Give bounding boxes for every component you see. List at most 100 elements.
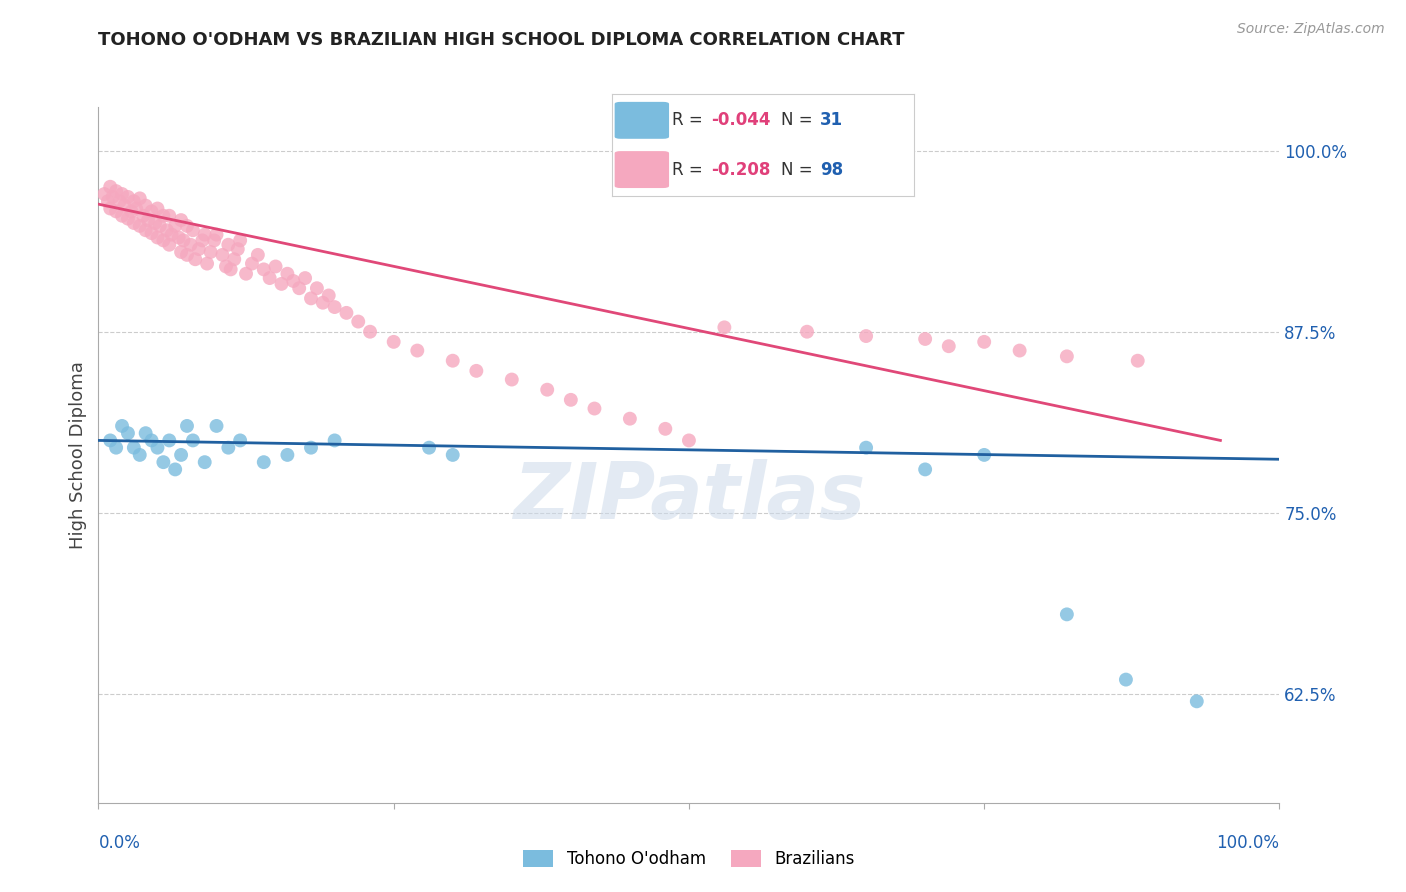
Point	[111, 419, 134, 434]
Point	[194, 455, 217, 469]
Point	[97, 194, 120, 209]
Point	[973, 448, 995, 462]
Point	[146, 230, 169, 244]
Point	[170, 448, 193, 462]
Point	[323, 434, 346, 448]
Point	[128, 191, 150, 205]
Point	[157, 434, 180, 448]
Point	[187, 242, 209, 256]
Point	[335, 306, 357, 320]
Point	[136, 213, 159, 227]
Point	[105, 204, 128, 219]
Point	[184, 252, 207, 267]
Point	[796, 325, 818, 339]
Point	[382, 334, 405, 349]
Point	[181, 434, 204, 448]
Y-axis label: High School Diploma: High School Diploma	[69, 361, 87, 549]
Point	[973, 334, 995, 349]
Point	[176, 219, 198, 233]
Point	[157, 237, 180, 252]
Point	[938, 339, 960, 353]
Point	[465, 364, 488, 378]
Point	[141, 204, 163, 219]
Point	[678, 434, 700, 448]
Point	[152, 455, 174, 469]
Point	[713, 320, 735, 334]
Point	[111, 209, 134, 223]
Point	[253, 455, 276, 469]
Point	[117, 426, 139, 441]
Point	[501, 373, 523, 387]
Text: 31: 31	[820, 112, 844, 129]
Point	[195, 257, 218, 271]
Point	[211, 248, 233, 262]
Point	[122, 194, 145, 209]
Text: 98: 98	[820, 161, 844, 178]
Point	[1056, 607, 1078, 622]
Point	[299, 441, 322, 455]
Point	[229, 234, 252, 248]
Point	[323, 300, 346, 314]
Point	[253, 262, 276, 277]
Point	[98, 179, 121, 194]
Point	[165, 219, 187, 233]
Point	[135, 223, 157, 237]
Point	[200, 244, 222, 259]
Point	[135, 199, 157, 213]
Point	[170, 213, 193, 227]
Point	[276, 448, 298, 462]
Point	[101, 190, 124, 204]
Point	[229, 434, 252, 448]
Point	[441, 448, 464, 462]
Point	[122, 216, 145, 230]
Point	[117, 190, 139, 204]
Point	[347, 315, 370, 329]
Point	[226, 242, 249, 256]
Point	[1185, 694, 1208, 708]
Text: N =: N =	[780, 112, 818, 129]
Point	[172, 234, 194, 248]
Point	[111, 187, 134, 202]
Point	[318, 288, 340, 302]
Point	[217, 237, 239, 252]
Point	[152, 209, 174, 223]
Point	[117, 211, 139, 226]
FancyBboxPatch shape	[614, 102, 669, 139]
Point	[141, 434, 163, 448]
Point	[121, 204, 143, 219]
Point	[135, 426, 157, 441]
Point	[855, 329, 877, 343]
Text: Source: ZipAtlas.com: Source: ZipAtlas.com	[1237, 22, 1385, 37]
Point	[240, 257, 263, 271]
Point	[141, 226, 163, 240]
Text: -0.208: -0.208	[711, 161, 770, 178]
Point	[125, 202, 148, 216]
Legend: Tohono O'odham, Brazilians: Tohono O'odham, Brazilians	[516, 843, 862, 874]
Point	[560, 392, 582, 407]
Point	[914, 332, 936, 346]
Point	[217, 441, 239, 455]
Text: R =: R =	[672, 161, 709, 178]
Point	[202, 234, 225, 248]
Point	[855, 441, 877, 455]
Point	[1056, 350, 1078, 364]
Point	[205, 227, 228, 242]
Point	[224, 252, 246, 267]
Point	[406, 343, 429, 358]
FancyBboxPatch shape	[614, 151, 669, 188]
Point	[194, 227, 217, 242]
Point	[259, 271, 281, 285]
Point	[128, 448, 150, 462]
Point	[146, 441, 169, 455]
Point	[312, 295, 335, 310]
Text: N =: N =	[780, 161, 818, 178]
Point	[105, 184, 128, 198]
Point	[98, 202, 121, 216]
Point	[176, 248, 198, 262]
Point	[146, 202, 169, 216]
Point	[283, 274, 305, 288]
Point	[176, 419, 198, 434]
Point	[418, 441, 440, 455]
Point	[98, 434, 121, 448]
Text: TOHONO O'ODHAM VS BRAZILIAN HIGH SCHOOL DIPLOMA CORRELATION CHART: TOHONO O'ODHAM VS BRAZILIAN HIGH SCHOOL …	[98, 31, 905, 49]
